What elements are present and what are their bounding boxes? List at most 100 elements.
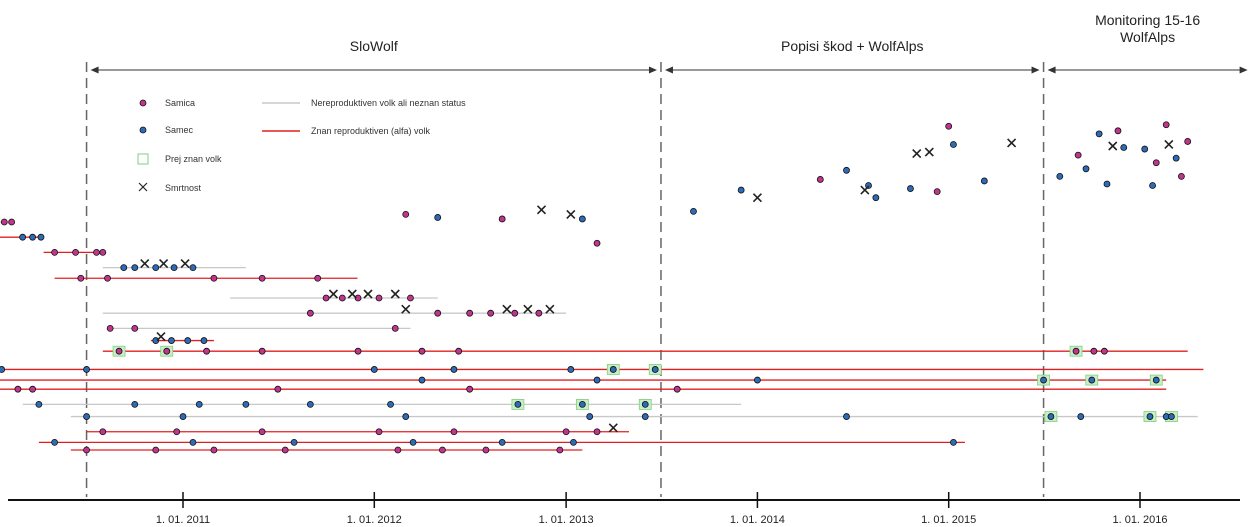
female-point	[945, 122, 953, 130]
period-label: Monitoring 15-16 WolfAlps	[1095, 12, 1200, 45]
male-point	[189, 264, 197, 272]
death-marker	[608, 423, 618, 433]
period-arrow-head-right	[648, 66, 657, 74]
female-point	[29, 385, 36, 393]
female-point	[258, 428, 266, 436]
male-point	[290, 438, 298, 446]
female-point	[210, 274, 218, 282]
female-point	[1114, 127, 1122, 135]
male-point	[19, 233, 27, 241]
death-marker	[1164, 139, 1174, 150]
female-point	[535, 309, 543, 317]
male-point	[737, 186, 745, 194]
male-point	[402, 413, 410, 420]
male-point	[498, 438, 506, 446]
female-point	[14, 385, 22, 393]
x-tick-label: 1. 01. 2013	[539, 514, 594, 526]
x-tick-label: 1. 01. 2014	[730, 514, 785, 526]
male-point	[1168, 413, 1175, 420]
female-point	[210, 446, 218, 454]
male-point	[570, 438, 577, 446]
male-point	[950, 141, 957, 148]
death-marker	[502, 304, 512, 314]
death-marker	[545, 304, 555, 314]
male-point	[593, 376, 601, 384]
female-point	[51, 248, 58, 256]
female-point	[152, 446, 160, 454]
female-point	[407, 294, 414, 302]
male-point	[578, 215, 586, 223]
female-point	[106, 324, 114, 332]
female-point	[258, 274, 266, 282]
male-point	[131, 400, 139, 408]
female-point	[1072, 347, 1080, 355]
male-point	[609, 366, 617, 373]
female-point	[1162, 121, 1170, 129]
period-arrow-head-left	[664, 66, 673, 74]
data-points	[0, 121, 1192, 454]
male-point	[1088, 376, 1096, 384]
male-point	[409, 438, 417, 446]
male-point	[651, 366, 659, 373]
female-point	[482, 446, 490, 454]
female-point	[375, 428, 383, 436]
female-point	[72, 248, 79, 256]
female-point	[402, 210, 410, 218]
male-point	[170, 264, 178, 272]
male-point	[387, 400, 394, 408]
male-point	[370, 366, 378, 373]
female-point	[450, 428, 458, 436]
period-annotations: SloWolf Popisi škod + WolfAlps Monitoring …	[85, 12, 1248, 497]
female-point	[434, 309, 442, 317]
death-marker	[363, 289, 373, 299]
male-point	[843, 413, 850, 420]
death-marker	[180, 259, 190, 269]
male-point	[1082, 165, 1090, 173]
x-tick-label: 1. 01. 2015	[921, 514, 976, 526]
female-point	[281, 446, 289, 454]
female-point	[466, 309, 474, 317]
male-point	[567, 366, 575, 373]
death-marker	[523, 304, 533, 314]
female-point	[562, 428, 570, 436]
male-point	[1120, 144, 1128, 151]
female-point	[274, 385, 282, 393]
male-point	[1172, 154, 1180, 162]
female-point	[394, 446, 402, 454]
female-point	[418, 347, 426, 355]
male-point	[980, 177, 988, 185]
legend-male-marker	[139, 126, 147, 134]
female-point	[593, 428, 601, 436]
male-point	[184, 337, 192, 344]
male-point	[434, 214, 442, 221]
male-point	[1141, 145, 1149, 153]
male-point	[641, 413, 649, 420]
female-point	[115, 347, 123, 355]
female-point	[99, 248, 107, 256]
male-point	[37, 233, 45, 241]
female-point	[391, 324, 399, 332]
male-point	[907, 185, 914, 192]
legend-death-label: Smrtnost	[165, 183, 202, 193]
legend-death-marker	[138, 182, 148, 192]
male-point	[1095, 130, 1103, 138]
female-point	[338, 294, 346, 302]
male-point	[179, 413, 187, 420]
death-marker	[140, 259, 150, 269]
death-marker	[924, 147, 934, 157]
legend: Samica Samec Prej znan volk Smrtnost Ner…	[137, 98, 466, 193]
male-point	[578, 400, 586, 408]
period-label: Popisi škod + WolfAlps	[781, 38, 924, 54]
female-point	[258, 347, 266, 355]
x-tick-label: 1. 01. 2012	[347, 514, 402, 526]
legend-repro-label: Znan reproduktiven (alfa) volk	[311, 126, 431, 136]
female-point	[487, 309, 495, 317]
male-point	[83, 366, 90, 373]
male-point	[120, 264, 128, 272]
period-label: SloWolf	[350, 38, 398, 54]
male-point	[35, 400, 43, 408]
female-point	[511, 309, 519, 317]
male-point	[83, 413, 90, 420]
female-point	[556, 446, 564, 454]
